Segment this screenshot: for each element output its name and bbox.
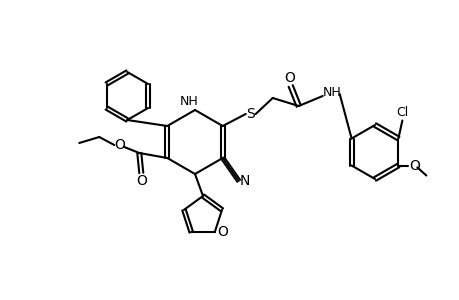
Text: N: N (239, 174, 249, 188)
Text: O: O (135, 174, 146, 188)
Text: O: O (408, 158, 419, 172)
Text: NH: NH (322, 85, 340, 98)
Text: S: S (246, 107, 255, 121)
Text: O: O (284, 71, 295, 85)
Text: Cl: Cl (395, 106, 408, 119)
Text: O: O (217, 225, 228, 239)
Text: O: O (113, 138, 124, 152)
Text: NH: NH (179, 94, 198, 107)
